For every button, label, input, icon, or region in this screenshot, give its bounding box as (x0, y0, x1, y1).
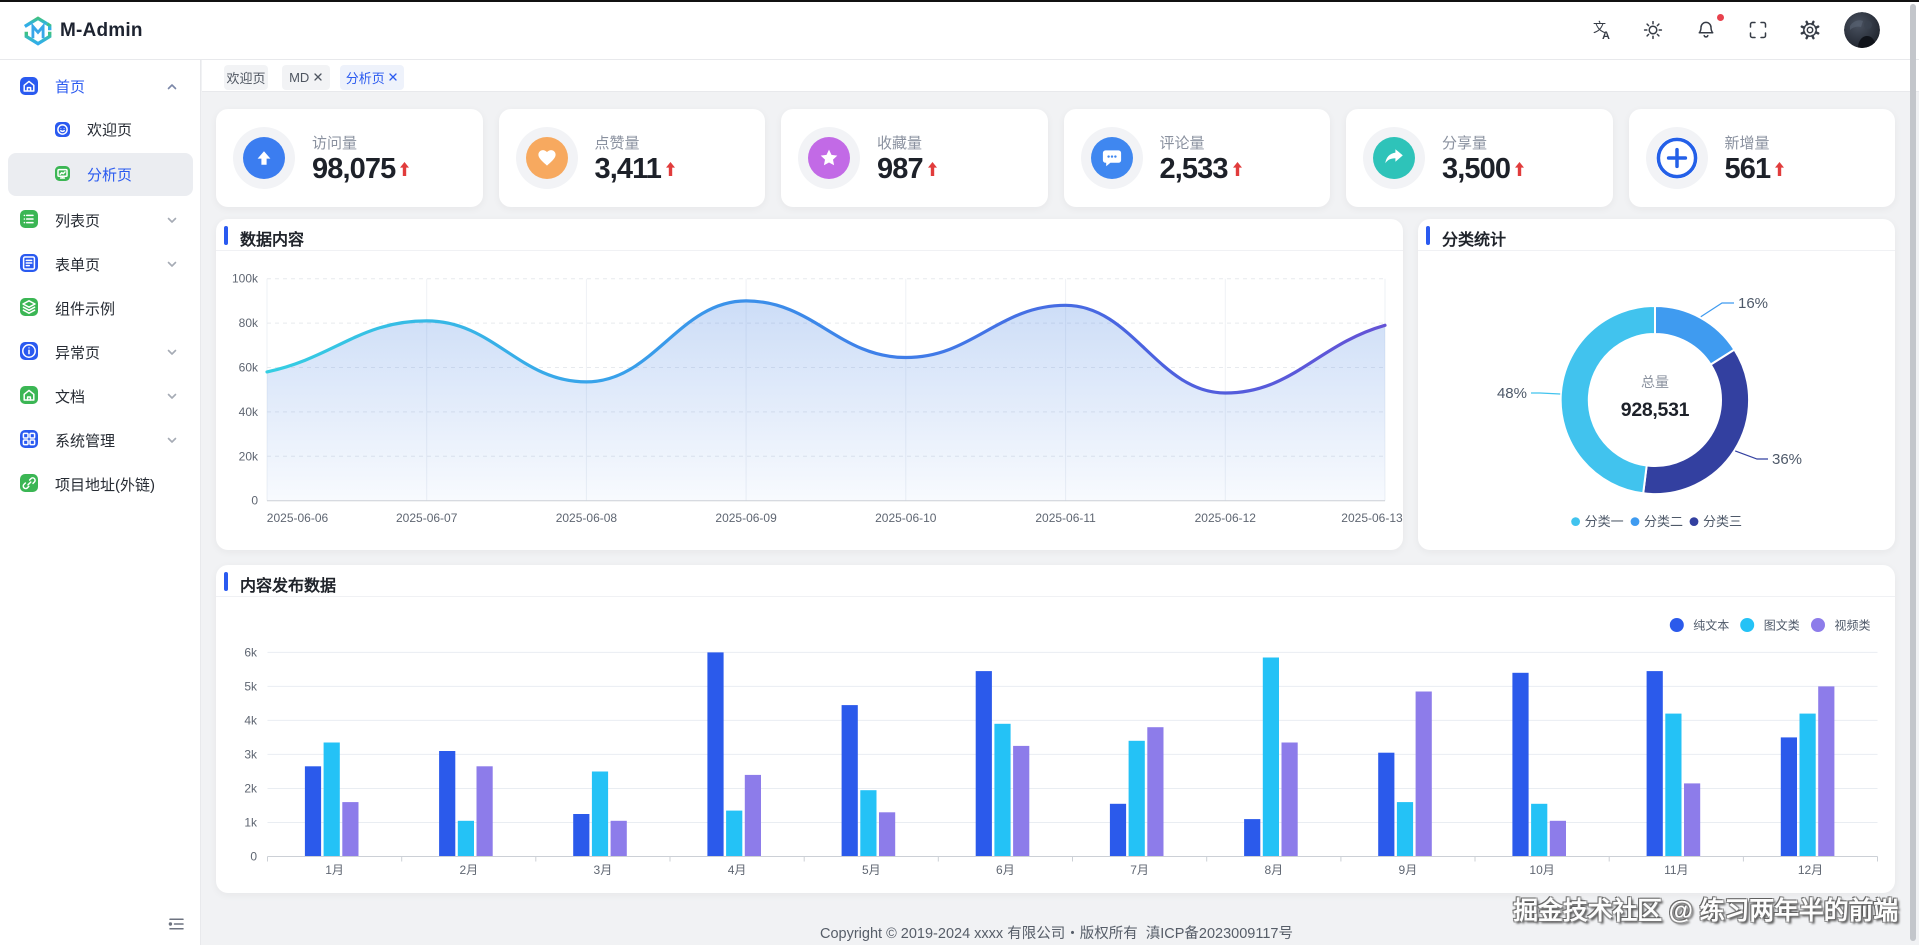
svg-text:16%: 16% (1738, 295, 1768, 312)
svg-text:2025-06-12: 2025-06-12 (1195, 511, 1257, 525)
svg-text:A: A (1602, 30, 1610, 41)
svg-text:2025-06-13: 2025-06-13 (1341, 511, 1403, 525)
svg-text:分类二: 分类二 (1644, 514, 1683, 529)
svg-text:1k: 1k (244, 816, 258, 830)
svg-text:4月: 4月 (728, 863, 747, 877)
svg-text:纯文本: 纯文本 (1693, 618, 1729, 633)
svg-text:视频类: 视频类 (1835, 618, 1871, 633)
svg-text:40k: 40k (239, 405, 259, 419)
svg-text:100k: 100k (232, 272, 259, 286)
svg-text:2025-06-09: 2025-06-09 (715, 511, 777, 525)
svg-text:20k: 20k (239, 449, 259, 463)
svg-text:0: 0 (250, 850, 257, 864)
svg-text:9月: 9月 (1399, 863, 1418, 877)
svg-text:图文类: 图文类 (1764, 618, 1800, 633)
svg-text:10月: 10月 (1529, 863, 1554, 877)
svg-text:2025-06-11: 2025-06-11 (1035, 511, 1096, 525)
svg-text:6k: 6k (244, 645, 258, 659)
svg-text:80k: 80k (239, 316, 259, 330)
svg-text:分类三: 分类三 (1703, 514, 1742, 529)
svg-text:3k: 3k (244, 747, 258, 761)
svg-text:12月: 12月 (1798, 863, 1823, 877)
svg-text:总量: 总量 (1641, 374, 1669, 390)
svg-text:928,531: 928,531 (1621, 399, 1690, 421)
svg-text:1月: 1月 (325, 863, 344, 877)
svg-text:5月: 5月 (862, 863, 881, 877)
svg-text:0: 0 (251, 494, 258, 508)
svg-text:60k: 60k (239, 361, 259, 375)
svg-text:7月: 7月 (1130, 863, 1149, 877)
svg-text:48%: 48% (1497, 385, 1527, 402)
svg-text:4k: 4k (244, 713, 258, 727)
svg-text:3月: 3月 (594, 863, 613, 877)
svg-text:6月: 6月 (996, 863, 1015, 877)
svg-text:2月: 2月 (459, 863, 478, 877)
svg-text:11月: 11月 (1664, 863, 1688, 877)
svg-text:分类一: 分类一 (1585, 514, 1624, 529)
svg-text:2k: 2k (244, 782, 258, 796)
svg-text:2025-06-10: 2025-06-10 (875, 511, 937, 525)
svg-text:2025-06-08: 2025-06-08 (556, 511, 618, 525)
svg-text:文: 文 (1593, 20, 1606, 35)
svg-text:5k: 5k (244, 679, 258, 693)
svg-text:36%: 36% (1772, 451, 1802, 468)
svg-text:8月: 8月 (1264, 863, 1283, 877)
svg-text:2025-06-07: 2025-06-07 (396, 511, 458, 525)
svg-text:2025-06-06: 2025-06-06 (267, 511, 329, 525)
